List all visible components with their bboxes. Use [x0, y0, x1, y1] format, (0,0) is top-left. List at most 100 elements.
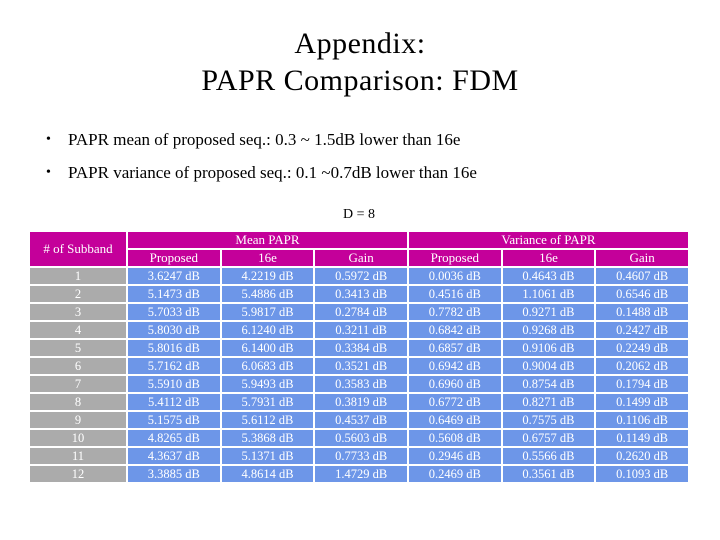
table-row: 7 5.5910 dB 5.9493 dB 0.3583 dB 0.6960 dB 0.8…: [30, 376, 688, 393]
bullet-item: • PAPR variance of proposed seq.: 0.1 ~0…: [46, 162, 680, 183]
table-row: 5 5.8016 dB 6.1400 dB 0.3384 dB 0.6857 dB 0.9…: [30, 340, 688, 357]
bullet-item: • PAPR mean of proposed seq.: 0.3 ~ 1.5d…: [46, 129, 680, 150]
value-cell: 6.1400 dB: [221, 340, 314, 357]
value-cell: 0.4516 dB: [408, 286, 501, 303]
value-cell: 0.6469 dB: [408, 412, 501, 429]
value-cell: 0.6772 dB: [408, 394, 501, 411]
value-cell: 5.1473 dB: [128, 286, 220, 303]
subband-cell: 12: [30, 466, 126, 483]
value-cell: 0.2620 dB: [596, 448, 688, 465]
value-cell: 0.1488 dB: [596, 304, 688, 321]
subband-cell: 9: [30, 412, 126, 429]
value-cell: 0.1499 dB: [596, 394, 688, 411]
value-cell: 0.0036 dB: [408, 268, 501, 285]
value-cell: 1.4729 dB: [315, 466, 407, 483]
value-cell: 0.9268 dB: [502, 322, 595, 339]
subband-cell: 1: [30, 268, 126, 285]
subband-cell: 4: [30, 322, 126, 339]
value-cell: 5.1575 dB: [128, 412, 220, 429]
value-cell: 3.3885 dB: [128, 466, 220, 483]
value-cell: 0.4643 dB: [502, 268, 595, 285]
table-row: 12 3.3885 dB 4.8614 dB 1.4729 dB 0.2469 dB 0.…: [30, 466, 688, 483]
col-header-proposed-mean: Proposed: [128, 250, 220, 267]
value-cell: 0.2784 dB: [315, 304, 407, 321]
bullet-text: PAPR mean of proposed seq.: 0.3 ~ 1.5dB …: [68, 130, 461, 150]
slide-title: Appendix: PAPR Comparison: FDM: [0, 0, 720, 99]
value-cell: 0.2249 dB: [596, 340, 688, 357]
table-row: 9 5.1575 dB 5.6112 dB 0.4537 dB 0.6469 dB 0.7…: [30, 412, 688, 429]
table-header-row-sub: Proposed 16e Gain Proposed 16e Gain: [30, 250, 688, 267]
col-header-16e-mean: 16e: [221, 250, 314, 267]
value-cell: 4.8614 dB: [221, 466, 314, 483]
value-cell: 5.9493 dB: [221, 376, 314, 393]
value-cell: 6.0683 dB: [221, 358, 314, 375]
bullet-icon: •: [46, 132, 51, 148]
subband-cell: 5: [30, 340, 126, 357]
value-cell: 0.6757 dB: [502, 430, 595, 447]
value-cell: 0.4537 dB: [315, 412, 407, 429]
value-cell: 0.4607 dB: [596, 268, 688, 285]
col-header-subband: # of Subband: [30, 232, 126, 267]
value-cell: 5.7033 dB: [128, 304, 220, 321]
value-cell: 0.5972 dB: [315, 268, 407, 285]
table-row: 8 5.4112 dB 5.7931 dB 0.3819 dB 0.6772 dB 0.8…: [30, 394, 688, 411]
value-cell: 3.6247 dB: [128, 268, 220, 285]
value-cell: 0.5566 dB: [502, 448, 595, 465]
col-group-variance-papr: Variance of PAPR: [408, 232, 688, 249]
value-cell: 0.1794 dB: [596, 376, 688, 393]
bullet-text: PAPR variance of proposed seq.: 0.1 ~0.7…: [68, 163, 477, 183]
value-cell: 1.1061 dB: [502, 286, 595, 303]
subband-cell: 8: [30, 394, 126, 411]
value-cell: 0.1106 dB: [596, 412, 688, 429]
col-header-16e-variance: 16e: [502, 250, 595, 267]
value-cell: 0.2427 dB: [596, 322, 688, 339]
subband-cell: 11: [30, 448, 126, 465]
title-line-2: PAPR Comparison: FDM: [201, 63, 519, 97]
value-cell: 5.9817 dB: [221, 304, 314, 321]
value-cell: 0.3819 dB: [315, 394, 407, 411]
value-cell: 5.1371 dB: [221, 448, 314, 465]
value-cell: 0.2946 dB: [408, 448, 501, 465]
value-cell: 5.6112 dB: [221, 412, 314, 429]
value-cell: 5.4886 dB: [221, 286, 314, 303]
value-cell: 0.8754 dB: [502, 376, 595, 393]
subband-cell: 10: [30, 430, 126, 447]
value-cell: 0.3521 dB: [315, 358, 407, 375]
value-cell: 0.6842 dB: [408, 322, 501, 339]
table-row: 11 4.3637 dB 5.1371 dB 0.7733 dB 0.2946 dB 0.…: [30, 448, 688, 465]
value-cell: 0.3384 dB: [315, 340, 407, 357]
bullet-icon: •: [46, 165, 51, 181]
table-row: 1 3.6247 dB 4.2219 dB 0.5972 dB 0.0036 dB 0.4…: [30, 268, 688, 285]
value-cell: 0.6857 dB: [408, 340, 501, 357]
subband-cell: 7: [30, 376, 126, 393]
value-cell: 0.9271 dB: [502, 304, 595, 321]
value-cell: 0.6546 dB: [596, 286, 688, 303]
value-cell: 5.5910 dB: [128, 376, 220, 393]
value-cell: 5.8030 dB: [128, 322, 220, 339]
papr-comparison-table: # of Subband Mean PAPR Variance of PAPR …: [28, 230, 690, 485]
value-cell: 0.2062 dB: [596, 358, 688, 375]
table-body: 1 3.6247 dB 4.2219 dB 0.5972 dB 0.0036 dB 0.4…: [30, 268, 688, 483]
bullet-list: • PAPR mean of proposed seq.: 0.3 ~ 1.5d…: [0, 129, 720, 183]
value-cell: 0.7782 dB: [408, 304, 501, 321]
table-row: 4 5.8030 dB 6.1240 dB 0.3211 dB 0.6842 dB 0.9…: [30, 322, 688, 339]
table-row: 2 5.1473 dB 5.4886 dB 0.3413 dB 0.4516 dB 1.1…: [30, 286, 688, 303]
value-cell: 0.9106 dB: [502, 340, 595, 357]
col-header-proposed-variance: Proposed: [408, 250, 501, 267]
value-cell: 0.5608 dB: [408, 430, 501, 447]
value-cell: 0.6960 dB: [408, 376, 501, 393]
value-cell: 0.3413 dB: [315, 286, 407, 303]
value-cell: 5.8016 dB: [128, 340, 220, 357]
value-cell: 0.7733 dB: [315, 448, 407, 465]
col-group-mean-papr: Mean PAPR: [128, 232, 407, 249]
value-cell: 5.3868 dB: [221, 430, 314, 447]
value-cell: 0.3211 dB: [315, 322, 407, 339]
value-cell: 4.3637 dB: [128, 448, 220, 465]
value-cell: 5.4112 dB: [128, 394, 220, 411]
col-header-gain-mean: Gain: [315, 250, 407, 267]
value-cell: 4.2219 dB: [221, 268, 314, 285]
subband-cell: 6: [30, 358, 126, 375]
value-cell: 5.7931 dB: [221, 394, 314, 411]
value-cell: 6.1240 dB: [221, 322, 314, 339]
